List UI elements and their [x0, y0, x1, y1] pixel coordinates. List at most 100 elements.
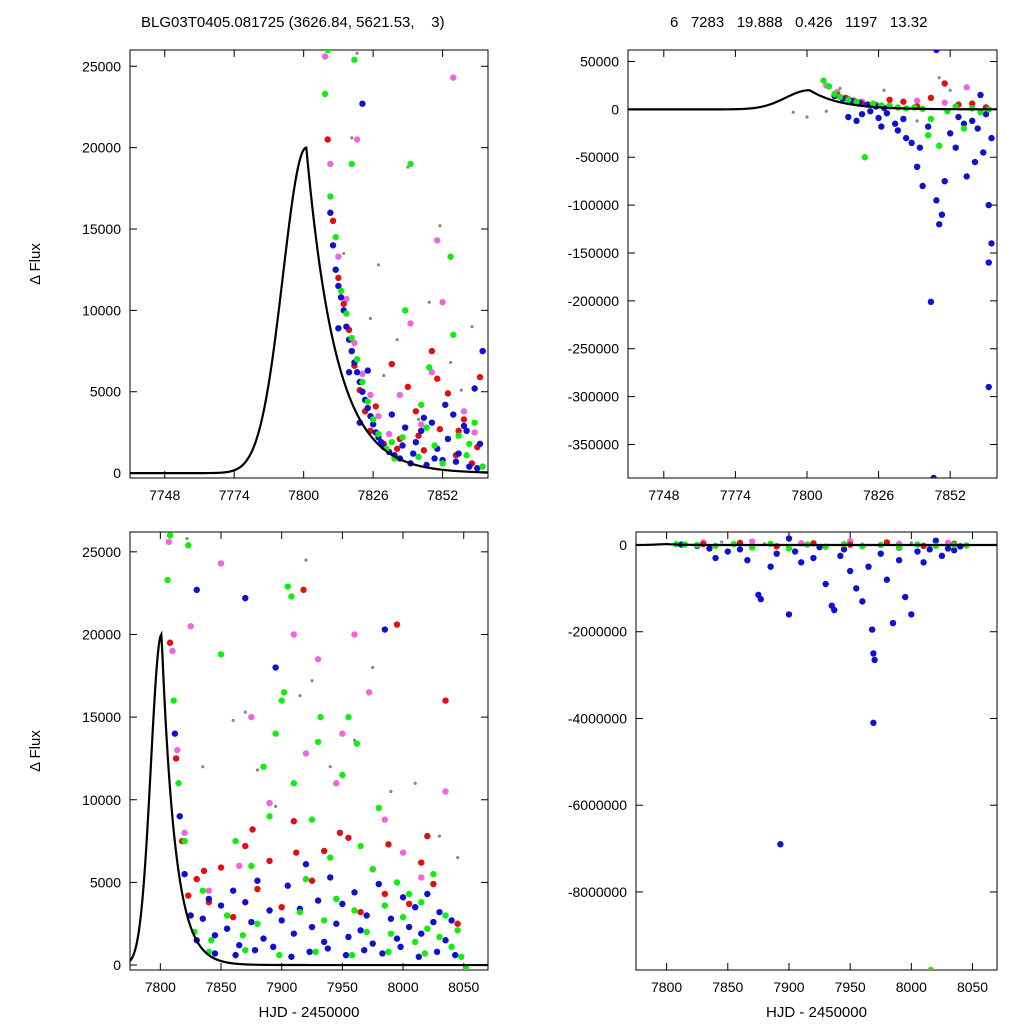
x-tick-label: 7850 — [712, 979, 743, 995]
data-point-blue — [236, 942, 243, 949]
data-point-magenta — [169, 647, 176, 655]
data-point-magenta — [359, 370, 366, 378]
data-point-gray — [413, 781, 417, 785]
data-point-green — [411, 938, 419, 946]
y-tick-label: 0 — [113, 957, 121, 973]
data-point-green — [455, 432, 462, 439]
data-point-gray — [470, 325, 474, 329]
data-point-green — [345, 713, 352, 721]
data-point-blue — [357, 927, 364, 934]
y-tick-label: -2000000 — [568, 624, 627, 640]
data-point-green — [314, 738, 322, 746]
data-point-blue — [232, 951, 239, 959]
data-point-blue — [387, 915, 395, 922]
data-point-green — [418, 401, 425, 408]
data-point-blue — [359, 100, 366, 107]
y-tick-label: 5000 — [90, 384, 121, 400]
data-point-gray — [437, 834, 442, 838]
data-point-red — [345, 834, 352, 841]
y-axis-label: Δ Flux — [27, 730, 44, 772]
data-point-blue — [324, 945, 332, 952]
data-point-green — [217, 651, 225, 658]
data-point-gray — [243, 710, 247, 714]
data-point-gray — [427, 300, 431, 304]
data-point-green — [861, 154, 869, 161]
data-point-gray — [824, 109, 828, 113]
data-point-blue — [988, 240, 995, 247]
data-point-green — [430, 870, 437, 878]
data-point-blue — [798, 559, 805, 566]
data-point-blue — [359, 388, 366, 395]
data-point-blue — [333, 920, 340, 927]
data-point-gray — [805, 115, 809, 119]
data-point-blue — [853, 585, 860, 592]
data-point-green — [359, 378, 366, 386]
data-point-blue — [211, 950, 219, 957]
data-point-blue — [870, 650, 877, 657]
data-point-blue — [314, 897, 322, 904]
data-point-green — [466, 440, 473, 448]
data-point-green — [199, 887, 207, 894]
data-point-green — [363, 928, 370, 936]
data-point-red — [266, 857, 273, 865]
data-point-blue — [430, 918, 437, 926]
data-point-blue — [476, 440, 484, 448]
data-point-magenta — [471, 429, 478, 436]
data-point-magenta — [428, 369, 436, 376]
data-point-green — [785, 545, 793, 552]
data-point-blue — [329, 242, 337, 249]
data-point-red — [329, 217, 337, 225]
x-tick-label: 7774 — [219, 487, 250, 503]
data-point-blue — [773, 550, 780, 557]
data-point-blue — [870, 719, 877, 727]
x-tick-label: 7852 — [935, 487, 966, 503]
panel-bottom-right: 7800 7850 7900 7950 8000 8050 0 -2000000 -400000… — [568, 531, 998, 1021]
data-point-blue — [418, 427, 425, 435]
y-tick-label: 25000 — [82, 58, 121, 74]
data-point-red — [229, 913, 237, 921]
data-point-blue — [345, 369, 353, 376]
model-curve — [636, 543, 997, 547]
data-point-gray — [382, 373, 386, 378]
data-point-green — [426, 364, 433, 371]
data-point-red — [290, 818, 298, 825]
data-point-blue — [199, 915, 207, 922]
data-point-blue — [785, 535, 793, 542]
data-point-blue — [859, 598, 866, 605]
data-point-magenta — [205, 887, 213, 894]
data-point-green — [272, 730, 279, 737]
data-point-blue — [412, 438, 420, 446]
data-point-green — [375, 804, 382, 812]
y-tick-label: 50000 — [580, 53, 619, 69]
data-point-green — [381, 902, 389, 909]
data-point-green — [332, 233, 339, 241]
y-tick-label: -8000000 — [568, 884, 627, 900]
data-point-blue — [278, 917, 285, 924]
data-point-green — [353, 356, 361, 363]
data-point-blue — [242, 899, 249, 906]
data-point-green — [463, 452, 470, 459]
y-tick-label: 5000 — [90, 874, 121, 890]
x-tick-label: 7748 — [648, 487, 679, 503]
data-point-blue — [242, 594, 249, 602]
data-point-blue — [853, 117, 860, 125]
data-point-green — [324, 50, 331, 54]
data-point-blue — [448, 917, 455, 924]
data-point-green — [869, 100, 877, 107]
plot-frame — [627, 49, 998, 479]
data-point-blue — [840, 546, 848, 553]
x-tick-label: 7800 — [651, 979, 682, 995]
data-point-magenta — [351, 631, 358, 638]
data-point-green — [351, 907, 358, 914]
data-point-green — [266, 813, 273, 820]
data-point-gray — [355, 51, 359, 55]
data-point-blue — [327, 874, 334, 881]
data-point-green — [385, 948, 392, 956]
data-point-blue — [971, 158, 979, 166]
data-point-blue — [306, 948, 313, 956]
data-point-blue — [952, 144, 959, 151]
x-tick-label: 7826 — [863, 487, 894, 503]
data-point-blue — [916, 144, 924, 151]
data-point-green — [317, 713, 324, 721]
data-point-blue — [858, 110, 866, 118]
